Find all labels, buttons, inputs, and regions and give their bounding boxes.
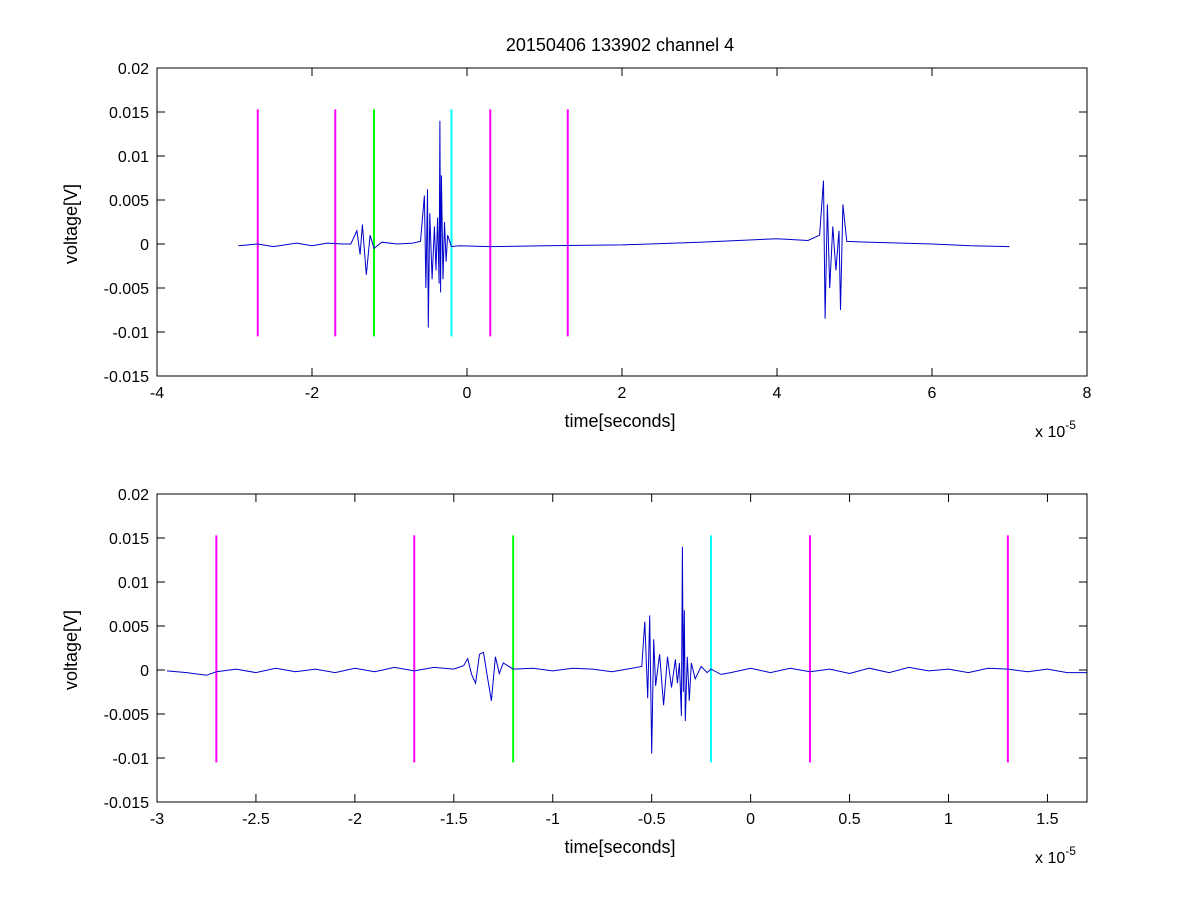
bottom-chart-signal-line	[166, 546, 1087, 754]
top-chart-x-exponent: x 10-5	[1035, 418, 1076, 441]
bottom-chart-x-exponent-power: -5	[1065, 844, 1076, 858]
top-chart-ytick-label: -0.015	[104, 369, 149, 386]
bottom-chart: voltage[V] time[seconds] x 10-5 -3 -2.5 -2…	[61, 487, 1088, 867]
top-chart-ytick-label: -0.005	[104, 281, 149, 298]
bottom-chart-ytick-label: -0.005	[104, 707, 149, 724]
top-chart-xtick-label: 2	[618, 385, 627, 402]
top-chart-ytick-label: 0	[140, 237, 149, 254]
top-chart-xtick-label: -2	[305, 385, 319, 402]
bottom-chart-x-exponent: x 10-5	[1035, 844, 1076, 867]
top-chart-xtick-label: 0	[463, 385, 472, 402]
top-chart-signal-line	[238, 120, 1010, 328]
bottom-chart-ytick-label: 0.015	[109, 531, 149, 548]
top-chart-ytick-label: 0.01	[118, 149, 149, 166]
top-chart-x-exponent-power: -5	[1065, 418, 1076, 432]
bottom-chart-xtick-label: -1	[546, 811, 560, 828]
top-chart-ytick-label: 0.02	[118, 61, 149, 78]
bottom-chart-ytick-label: 0.01	[118, 575, 149, 592]
top-chart-plot-area	[156, 67, 1088, 377]
bottom-chart-xtick-label: -0.5	[638, 811, 666, 828]
bottom-chart-xtick-label: -2.5	[242, 811, 270, 828]
bottom-chart-xtick-label: 0.5	[838, 811, 860, 828]
bottom-chart-xlabel: time[seconds]	[564, 837, 675, 857]
top-chart-xtick-label: 6	[928, 385, 937, 402]
top-chart-ytick-label: 0.005	[109, 193, 149, 210]
bottom-chart-ytick-label: 0.005	[109, 619, 149, 636]
top-chart-ylabel: voltage[V]	[61, 184, 81, 264]
bottom-chart-xtick-label: 0	[746, 811, 755, 828]
bottom-chart-x-exponent-base: x 10	[1035, 850, 1065, 867]
top-chart: 20150406 133902 channel 4 voltage[V] tim…	[61, 35, 1092, 441]
bottom-chart-ytick-label: 0.02	[118, 487, 149, 504]
top-chart-xtick-label: 4	[773, 385, 782, 402]
bottom-chart-ytick-label: 0	[140, 663, 149, 680]
bottom-chart-xtick-label: 1	[944, 811, 953, 828]
top-chart-ytick-label: 0.015	[109, 105, 149, 122]
bottom-chart-ylabel: voltage[V]	[61, 610, 81, 690]
bottom-chart-plot-area	[156, 493, 1088, 803]
bottom-chart-xtick-label: -2	[348, 811, 362, 828]
bottom-chart-xtick-label: -1.5	[440, 811, 468, 828]
top-chart-x-exponent-base: x 10	[1035, 424, 1065, 441]
top-chart-xlabel: time[seconds]	[564, 411, 675, 431]
top-chart-ytick-label: -0.01	[113, 325, 150, 342]
top-chart-xtick-label: -4	[150, 385, 164, 402]
bottom-chart-xtick-label: 1.5	[1036, 811, 1058, 828]
bottom-chart-ytick-label: -0.01	[113, 751, 150, 768]
top-chart-xtick-label: 8	[1083, 385, 1092, 402]
bottom-chart-xtick-label: -3	[150, 811, 164, 828]
bottom-chart-ytick-label: -0.015	[104, 795, 149, 812]
top-chart-title: 20150406 133902 channel 4	[506, 35, 734, 55]
